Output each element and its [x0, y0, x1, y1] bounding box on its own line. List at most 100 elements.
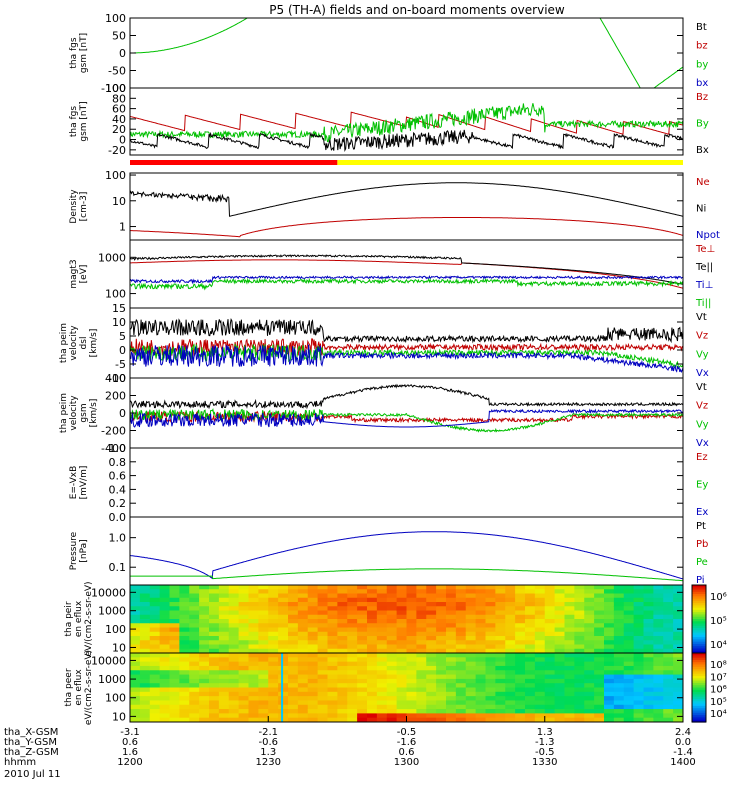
heatmap-cell	[525, 614, 536, 620]
y-axis-label-line: tha peir	[64, 601, 74, 636]
heatmap-cell	[159, 606, 171, 612]
heatmap-cell	[288, 687, 299, 693]
legend-label: Vz	[696, 331, 708, 342]
heatmap-cell	[357, 674, 368, 680]
heatmap-cell	[347, 602, 358, 607]
heatmap-cell	[465, 627, 477, 633]
heatmap-cell	[544, 631, 556, 637]
y-tick-label: 15	[112, 302, 126, 315]
heatmap-cell	[574, 631, 585, 637]
heatmap-cell	[515, 678, 526, 684]
heatmap-cell	[258, 713, 269, 719]
heatmap-peir_spec	[130, 585, 683, 653]
heatmap-cell	[288, 602, 299, 607]
heatmap-cell	[525, 709, 536, 714]
colorbar-swatch	[692, 643, 706, 647]
heatmap-cell	[248, 610, 259, 616]
heatmap-cell	[169, 665, 180, 671]
heatmap-cell	[367, 687, 378, 693]
heatmap-cell	[337, 614, 348, 620]
heatmap-cell	[297, 644, 309, 650]
heatmap-cell	[386, 665, 398, 671]
heatmap-cell	[376, 614, 388, 620]
heatmap-cell	[613, 597, 625, 603]
heatmap-cell	[238, 678, 250, 684]
heatmap-cell	[643, 678, 654, 684]
heatmap-cell	[653, 661, 664, 667]
heatmap-cell	[465, 661, 477, 667]
heatmap-cell	[376, 640, 388, 646]
heatmap-cell	[376, 657, 388, 663]
heatmap-cell	[633, 678, 645, 684]
heatmap-cell	[357, 670, 368, 676]
heatmap-cell	[130, 648, 141, 653]
heatmap-cell	[228, 631, 240, 637]
heatmap-cell	[159, 709, 171, 714]
heatmap-cell	[485, 683, 496, 689]
heatmap-cell	[604, 644, 615, 650]
heatmap-cell	[525, 610, 536, 616]
heatmap-cell	[159, 627, 171, 633]
heatmap-cell	[357, 691, 368, 697]
colorbar-swatch	[692, 630, 706, 634]
heatmap-cell	[327, 696, 338, 702]
y-axis-label-line: velocity	[69, 325, 79, 361]
lines-fgs_zoom	[130, 18, 683, 88]
heatmap-cell	[149, 619, 161, 624]
heatmap-cell	[297, 589, 309, 595]
panel-frame	[129, 307, 684, 379]
heatmap-cell	[564, 683, 575, 689]
heatmap-cell	[406, 665, 417, 671]
heatmap-cell	[238, 619, 250, 624]
heatmap-cell	[554, 683, 566, 689]
heatmap-cell	[327, 627, 338, 633]
heatmap-cell	[673, 704, 683, 710]
heatmap-cell	[584, 670, 595, 676]
heatmap-cell	[297, 704, 309, 710]
colorbar-swatch	[692, 694, 706, 698]
heatmap-cell	[248, 602, 259, 607]
heatmap-cell	[189, 691, 200, 697]
heatmap-cell	[317, 653, 329, 658]
heatmap-cell	[238, 657, 250, 663]
heatmap-cell	[386, 593, 398, 599]
colorbar-swatch	[692, 655, 706, 659]
heatmap-cell	[357, 657, 368, 663]
heatmap-cell	[406, 585, 417, 590]
heatmap-cell	[317, 696, 329, 702]
heatmap-cell	[584, 640, 595, 646]
heatmap-cell	[604, 640, 615, 646]
heatmap-cell	[130, 691, 141, 697]
heatmap-cell	[149, 687, 161, 693]
heatmap-cell	[189, 696, 200, 702]
heatmap-cell	[426, 614, 437, 620]
heatmap-cell	[209, 644, 220, 650]
heatmap-cell	[426, 670, 437, 676]
colorbar-tick-label: 10⁴	[710, 640, 727, 651]
heatmap-cell	[525, 636, 536, 641]
heatmap-cell	[199, 597, 210, 603]
heatmap-cell	[505, 648, 516, 653]
heatmap-cell	[307, 696, 319, 702]
heatmap-cell	[268, 602, 279, 607]
heatmap-cell	[327, 623, 338, 629]
heatmap-cell	[228, 713, 240, 719]
y-axis-label-line: tha peer	[64, 668, 74, 706]
y-tick-label: 0	[119, 407, 126, 420]
legend-label: Vx	[696, 368, 709, 379]
heatmap-cell	[179, 585, 190, 590]
heatmap-cell	[426, 606, 437, 612]
heatmap-cell	[564, 704, 575, 710]
x-tick-label: 1230	[256, 757, 281, 768]
heatmap-cell	[426, 717, 437, 722]
heatmap-cell	[139, 674, 151, 680]
heatmap-cell	[436, 687, 447, 693]
heatmap-cell	[297, 687, 309, 693]
heatmap-cell	[347, 657, 358, 663]
heatmap-cell	[130, 687, 141, 693]
heatmap-cell	[396, 640, 408, 646]
heatmap-cell	[288, 657, 299, 663]
heatmap-cell	[218, 623, 230, 629]
heatmap-cell	[278, 619, 289, 624]
y-axis-label-line: tha peim	[59, 393, 69, 433]
